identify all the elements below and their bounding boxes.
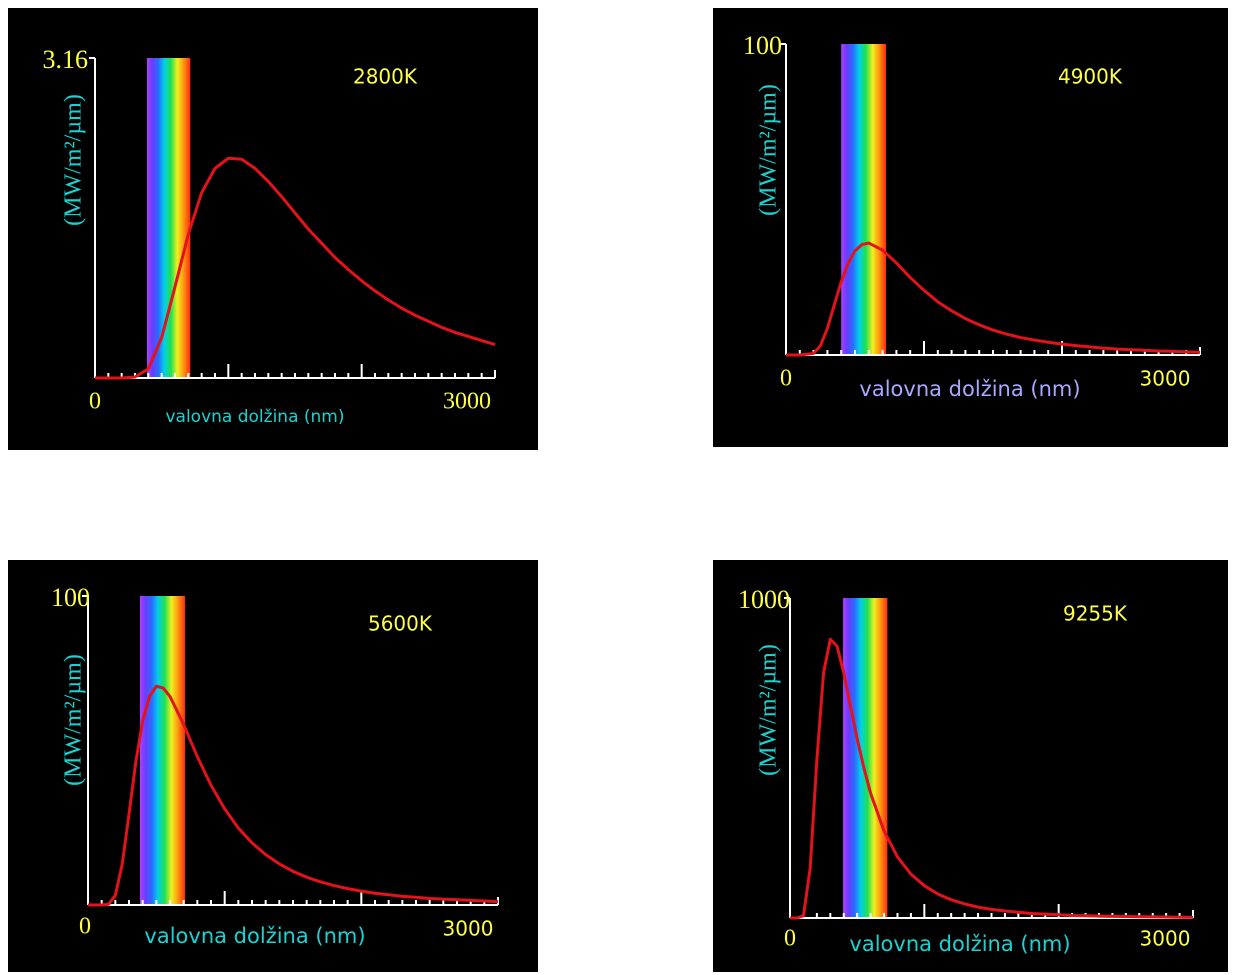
x-tick-label: 0	[780, 366, 792, 392]
x-tick-label: 3000	[1140, 927, 1191, 951]
temperature-label: 4900K	[1058, 65, 1123, 89]
chart-panel: 0 3000 3.16 (MW/m²/µm) valovna dolžina (nm) 2…	[8, 8, 538, 450]
x-axis-label: valovna dolžina (nm)	[165, 407, 344, 427]
y-axis-label: (MW/m²/µm)	[756, 84, 782, 216]
y-axis-label: (MW/m²/µm)	[61, 654, 87, 786]
y-tick-label: 3.16	[43, 45, 89, 74]
x-tick-label: 0	[784, 926, 796, 952]
visible-spectrum	[843, 598, 888, 918]
x-tick-label: 3000	[443, 917, 494, 941]
y-tick-label: 100	[743, 31, 782, 60]
visible-spectrum	[841, 44, 887, 355]
temperature-label: 9255K	[1063, 602, 1128, 626]
spectrum-curve	[790, 637, 1194, 920]
y-tick-label: 100	[51, 583, 90, 612]
y-axis-label: (MW/m²/µm)	[756, 644, 782, 776]
chart-panel: 0 3000 100 (MW/m²/µm) valovna dolžina (nm) 49…	[713, 8, 1228, 447]
spectrum-curve	[786, 241, 1201, 357]
x-axis-label: valovna dolžina (nm)	[144, 924, 365, 948]
x-tick-label: 0	[79, 914, 91, 940]
chart: 0 3000 100 (MW/m²/µm) valovna dolžina (nm) 56…	[51, 583, 499, 948]
spectrum-curve	[95, 156, 496, 380]
chart: 0 3000 100 (MW/m²/µm) valovna dolžina (nm) 49…	[743, 31, 1201, 401]
x-tick-label: 0	[89, 389, 101, 415]
chart-panel: 0 3000 1000 (MW/m²/µm) valovna dolžina (nm) 9…	[713, 560, 1228, 972]
visible-spectrum	[139, 596, 186, 905]
y-tick-label: 1000	[738, 585, 790, 614]
temperature-label: 2800K	[353, 65, 418, 89]
y-axis-label: (MW/m²/µm)	[61, 94, 87, 226]
x-tick-label: 3000	[443, 389, 491, 415]
x-tick-label: 3000	[1140, 367, 1191, 391]
temperature-label: 5600K	[368, 612, 433, 636]
x-axis-label: valovna dolžina (nm)	[849, 932, 1070, 956]
chart: 0 3000 1000 (MW/m²/µm) valovna dolžina (nm) 9…	[738, 585, 1194, 956]
visible-spectrum	[147, 58, 191, 378]
chart: 0 3000 3.16 (MW/m²/µm) valovna dolžina (nm) 2…	[43, 45, 496, 427]
x-axis-label: valovna dolžina (nm)	[859, 377, 1080, 401]
spectrum-curve	[88, 684, 499, 907]
chart-panel: 0 3000 100 (MW/m²/µm) valovna dolžina (nm) 56…	[8, 560, 538, 972]
